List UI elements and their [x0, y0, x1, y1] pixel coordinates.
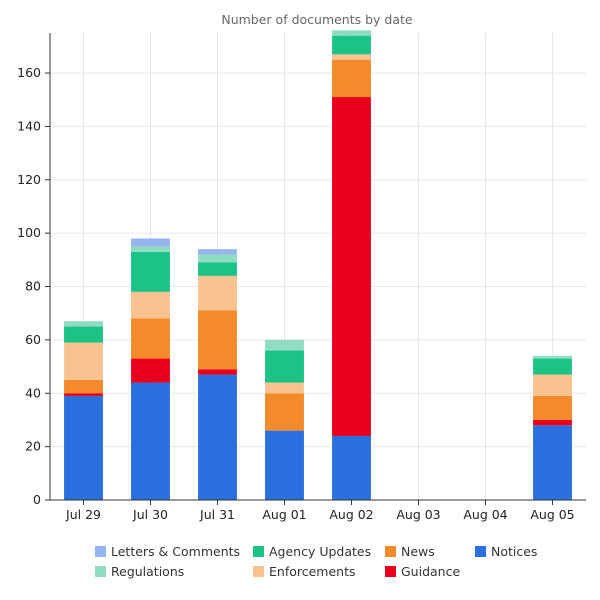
legend-swatch — [95, 566, 106, 577]
bar-segment-letters-comments — [198, 249, 237, 255]
legend-label: Letters & Comments — [111, 544, 241, 559]
y-tick-label: 0 — [33, 492, 41, 507]
legend-label: Guidance — [401, 564, 461, 579]
y-tick-label: 40 — [25, 385, 41, 400]
x-tick-label: Jul 31 — [199, 507, 235, 522]
y-tick-label: 80 — [25, 279, 41, 294]
bar-segment-enforcements — [332, 54, 371, 60]
bar-segment-regulations — [533, 355, 572, 359]
x-tick-labels: Jul 29 Jul 30 Jul 31 Aug 01 Aug 02 Aug 03 Aug … — [65, 507, 575, 522]
bar-segment-regulations — [265, 339, 304, 351]
bar-segment-notices — [332, 435, 371, 500]
bar-segment-news — [332, 59, 371, 98]
chart-title: Number of documents by date — [221, 12, 413, 27]
bar-segment-enforcements — [533, 374, 572, 396]
legend-item-regulations: Regulations — [95, 564, 184, 579]
bar-segment-news — [265, 393, 304, 431]
legend-swatch — [385, 566, 396, 577]
bar-segment-notices — [131, 382, 170, 500]
y-tick-label: 100 — [17, 225, 41, 240]
bar-segment-guidance — [131, 358, 170, 383]
axes — [45, 33, 586, 505]
bar-segment-notices — [198, 374, 237, 500]
y-tick-label: 120 — [17, 172, 41, 187]
bar-segment-regulations — [131, 246, 170, 252]
bar-segment-agency-updates — [265, 350, 304, 383]
bar-segment-enforcements — [64, 342, 103, 380]
x-tick-label: Aug 03 — [396, 507, 440, 522]
legend-swatch — [253, 546, 264, 557]
legend-swatch — [95, 546, 106, 557]
bar-segment-news — [198, 310, 237, 370]
legend-label: News — [401, 544, 435, 559]
bar-segment-enforcements — [131, 291, 170, 319]
bar-segment-agency-updates — [198, 262, 237, 276]
bar-segment-regulations — [64, 321, 103, 327]
legend-item-enforcements: Enforcements — [253, 564, 356, 579]
y-tick-label: 20 — [25, 439, 41, 454]
bar-segment-news — [131, 318, 170, 359]
bar-segment-guidance — [332, 97, 371, 436]
bar-segment-regulations — [332, 30, 371, 36]
x-tick-label: Aug 01 — [262, 507, 306, 522]
bars-group — [64, 30, 572, 500]
x-tick-label: Jul 30 — [132, 507, 168, 522]
legend-item-guidance: Guidance — [385, 564, 460, 579]
legend-item-notices: Notices — [475, 544, 537, 559]
x-tick-label: Aug 05 — [530, 507, 574, 522]
bar-segment-guidance — [198, 369, 237, 375]
bar-segment-notices — [265, 430, 304, 500]
bar-segment-notices — [533, 425, 572, 500]
y-tick-labels: 0 20 40 60 80 100 120 140 160 — [17, 65, 41, 507]
bar-segment-guidance — [64, 393, 103, 396]
x-tick-label: Jul 29 — [65, 507, 101, 522]
legend-item-letters-comments: Letters & Comments — [95, 544, 240, 559]
legend-label: Enforcements — [269, 564, 356, 579]
bar-segment-agency-updates — [332, 35, 371, 55]
legend-swatch — [475, 546, 486, 557]
bar-segment-letters-comments — [131, 238, 170, 247]
legend-item-news: News — [385, 544, 435, 559]
legend-swatch — [253, 566, 264, 577]
legend-label: Regulations — [111, 564, 185, 579]
bar-segment-agency-updates — [533, 358, 572, 375]
bar-segment-agency-updates — [131, 251, 170, 292]
bar-segment-news — [64, 379, 103, 394]
chart-legend: Letters & Comments Agency Updates News Noti… — [95, 544, 575, 584]
legend-item-agency-updates: Agency Updates — [253, 544, 371, 559]
bar-segment-agency-updates — [64, 326, 103, 343]
y-tick-label: 60 — [25, 332, 41, 347]
legend-label: Agency Updates — [269, 544, 372, 559]
bar-segment-regulations — [198, 254, 237, 263]
x-tick-label: Aug 04 — [463, 507, 507, 522]
bar-segment-news — [533, 395, 572, 420]
x-tick-label: Aug 02 — [329, 507, 373, 522]
y-tick-label: 140 — [17, 118, 41, 133]
grid-lines — [50, 33, 586, 501]
bar-segment-guidance — [533, 419, 572, 426]
legend-label: Notices — [491, 544, 538, 559]
y-tick-label: 160 — [17, 65, 41, 80]
bar-segment-enforcements — [265, 382, 304, 394]
bar-segment-enforcements — [198, 275, 237, 311]
bar-segment-notices — [64, 395, 103, 500]
legend-swatch — [385, 546, 396, 557]
